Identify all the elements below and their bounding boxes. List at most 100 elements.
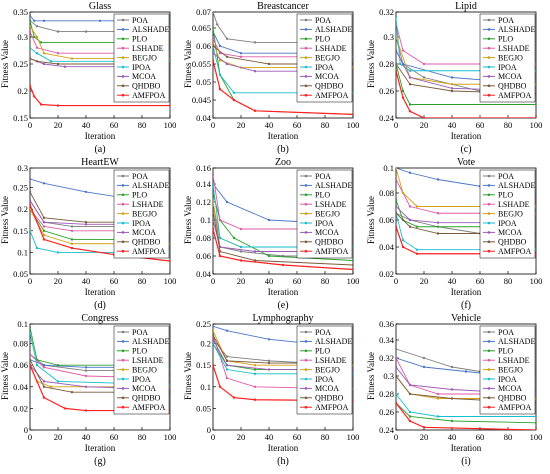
data-point	[63, 407, 67, 410]
data-point	[408, 383, 412, 387]
data-point	[436, 232, 440, 235]
data-point	[70, 238, 74, 241]
data-point	[396, 178, 398, 181]
data-point	[84, 409, 88, 412]
legend-label: MCOA	[498, 72, 522, 81]
legend-label: PLO	[498, 191, 513, 200]
data-point	[40, 103, 43, 106]
y-axis-label: Fitness Value	[183, 196, 193, 244]
data-point	[218, 59, 222, 62]
subplot-title: Glass	[89, 1, 111, 12]
legend-marker	[304, 202, 308, 206]
legend-label: BEGJO	[315, 53, 340, 62]
data-point	[42, 52, 46, 55]
y-tick-label: 0.2	[17, 86, 28, 96]
data-point	[30, 177, 32, 181]
x-tick-label: 20	[54, 120, 63, 130]
data-point	[35, 25, 39, 28]
legend-marker	[304, 231, 308, 234]
data-point	[436, 221, 440, 224]
x-tick-label: 100	[347, 120, 360, 130]
legend-label: POA	[315, 328, 331, 337]
data-point	[253, 109, 257, 113]
legend-label: LSHADE	[498, 44, 530, 53]
data-point	[30, 25, 32, 28]
data-point	[42, 380, 46, 383]
data-point	[396, 347, 398, 351]
legend-label: BEGJO	[315, 365, 340, 374]
data-point	[450, 365, 454, 369]
legend-marker	[121, 240, 125, 244]
legend-marker	[121, 93, 125, 97]
data-point	[70, 391, 74, 394]
data-point	[436, 178, 440, 181]
data-point	[213, 173, 215, 177]
data-point	[225, 55, 229, 58]
data-point	[225, 200, 229, 204]
legend-label: AMFPOA	[498, 403, 532, 412]
data-point	[30, 326, 32, 329]
data-point	[422, 356, 426, 360]
legend-label: ALSHADE	[498, 181, 535, 190]
y-tick-label: 0.08	[379, 188, 394, 198]
subplot-caption: (d)	[94, 300, 106, 311]
x-tick-label: 60	[476, 432, 485, 442]
data-point	[42, 62, 46, 66]
x-axis-label: Iteration	[268, 443, 299, 453]
data-point	[232, 98, 236, 102]
legend-marker	[121, 75, 125, 78]
x-tick-label: 80	[138, 432, 147, 442]
x-tick-label: 40	[265, 432, 274, 442]
data-point	[401, 191, 405, 195]
data-point	[218, 385, 222, 388]
series-line-plo	[396, 402, 536, 424]
data-point	[396, 69, 398, 72]
data-point	[396, 392, 398, 396]
data-point	[42, 364, 46, 367]
data-point	[450, 397, 454, 400]
data-point	[267, 368, 271, 371]
data-point	[30, 358, 32, 361]
data-point	[30, 203, 32, 207]
legend-marker	[304, 84, 308, 88]
data-point	[70, 246, 74, 250]
legend-marker	[304, 75, 308, 78]
legend-marker	[121, 212, 125, 215]
legend-marker	[121, 358, 125, 362]
data-point	[408, 218, 412, 222]
legend-label: PLO	[315, 347, 330, 356]
data-point	[225, 329, 229, 332]
x-tick-label: 80	[321, 120, 330, 130]
x-tick-label: 100	[164, 276, 177, 286]
y-tick-label: 0.3	[17, 32, 28, 42]
x-tick-label: 0	[211, 432, 215, 442]
data-point	[422, 426, 426, 429]
data-point	[213, 329, 215, 332]
data-point	[450, 76, 454, 79]
x-tick-label: 60	[293, 276, 302, 286]
data-point	[396, 225, 398, 228]
data-point	[396, 401, 398, 405]
legend-label: AMFPOA	[132, 91, 166, 100]
data-point	[33, 35, 36, 39]
x-axis-label: Iteration	[85, 443, 116, 453]
legend-marker	[121, 396, 125, 400]
data-point	[281, 263, 285, 267]
y-tick-label: 0.28	[379, 389, 394, 399]
data-point	[408, 225, 412, 228]
series-line-amfpoa	[396, 226, 536, 255]
legend-label: BEGJO	[498, 209, 523, 218]
y-tick-label: 0.15	[13, 113, 28, 123]
data-point	[401, 239, 405, 242]
x-tick-label: 0	[211, 276, 215, 286]
data-point	[450, 89, 454, 93]
data-point	[33, 95, 36, 98]
data-point	[225, 62, 229, 66]
data-point	[42, 366, 46, 369]
legend-label: PLO	[315, 35, 330, 44]
y-tick-label: 0.3	[383, 371, 394, 381]
subplot-title: Vote	[457, 157, 476, 168]
data-point	[42, 238, 46, 241]
y-tick-label: 0.06	[196, 41, 211, 51]
subplot-congress: Congress 0 0.02 0.04 0.06 0.08 0.1 0 20 40 60 80 100…	[0, 313, 176, 467]
